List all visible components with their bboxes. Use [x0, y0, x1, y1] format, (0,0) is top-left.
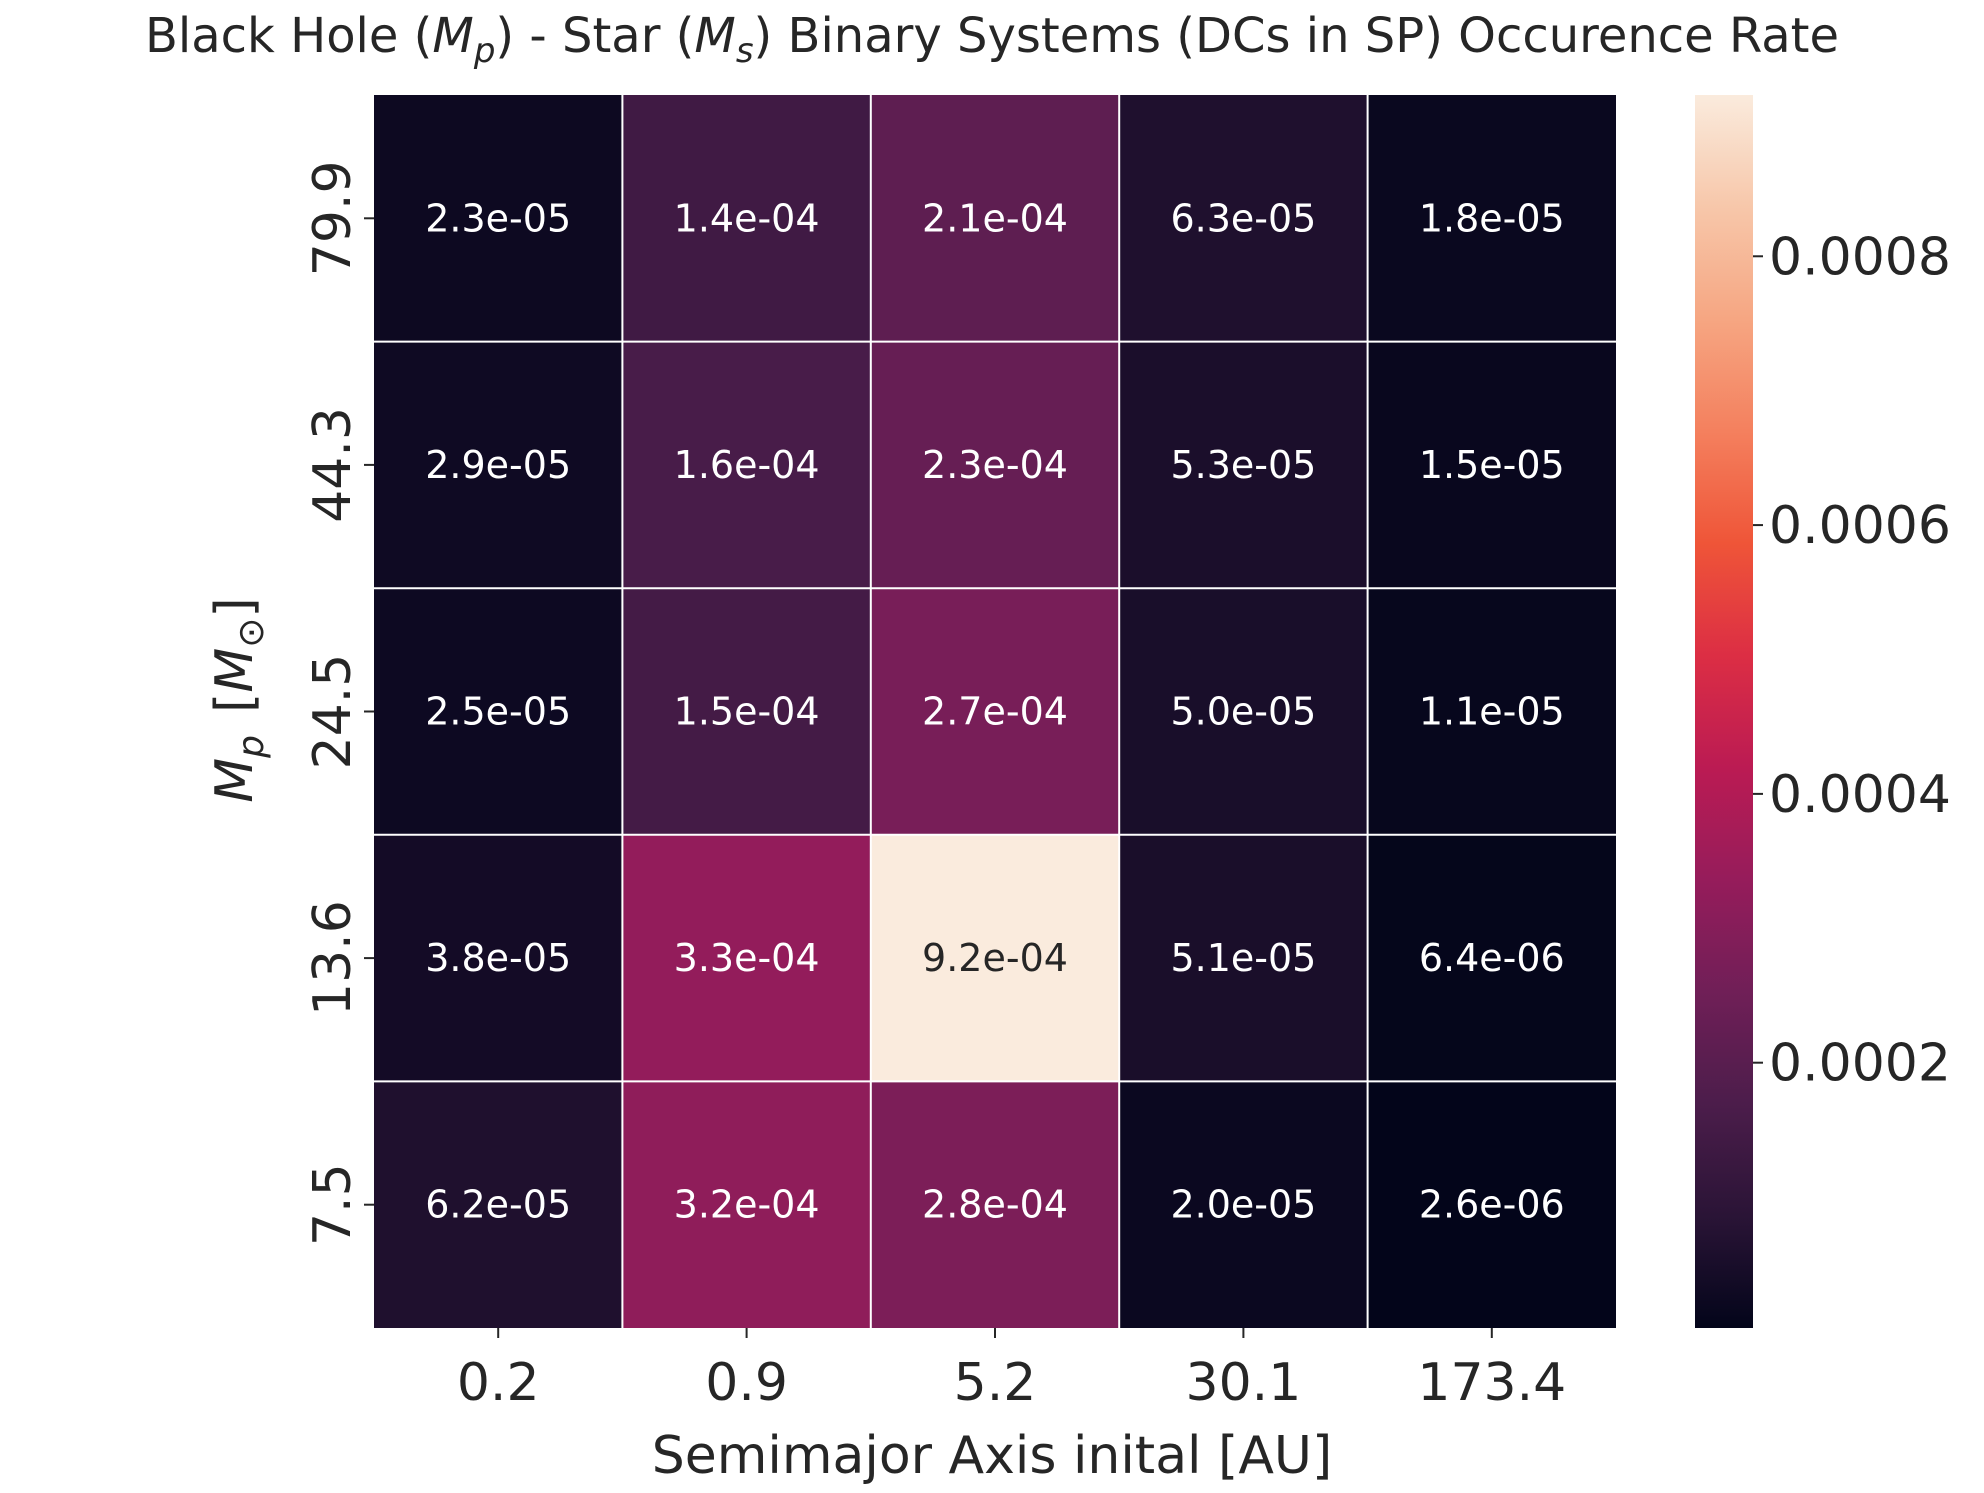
- colorbar-tick-label: 0.0006: [1769, 496, 1951, 556]
- colorbar-tick-label: 0.0004: [1769, 765, 1951, 825]
- cell-value-label: 6.2e-05: [425, 1183, 571, 1227]
- y-axis-label: Mp[M⊙]: [205, 597, 272, 802]
- cell-value-label: 1.5e-04: [674, 690, 820, 734]
- cell-annotations: 2.3e-05 1.4e-04 2.1e-04 6.3e-05 1.8e-05 2.9e-…: [425, 196, 1564, 1226]
- heatmap-cell: [374, 341, 623, 589]
- heatmap-cell: [870, 834, 1120, 1082]
- y-tick-label: 24.5: [303, 654, 363, 770]
- heatmap-cell: [374, 95, 623, 342]
- cell-value-label: 2.3e-04: [922, 443, 1068, 487]
- cell-value-label: 9.2e-04: [922, 936, 1068, 980]
- heatmap-cell: [374, 588, 623, 835]
- colorbar-tick-label: 0.0008: [1769, 227, 1951, 287]
- heatmap-cell: [622, 341, 871, 589]
- cell-value-label: 1.4e-04: [674, 196, 820, 240]
- y-tick-label: 44.3: [303, 407, 363, 523]
- cell-value-label: 6.4e-06: [1419, 936, 1565, 980]
- heatmap-cell: [1119, 341, 1368, 589]
- cell-value-label: 5.0e-05: [1170, 690, 1316, 734]
- x-tick-label: 5.2: [954, 1353, 1037, 1413]
- heatmap-cell: [870, 95, 1120, 342]
- heatmap-cell: [622, 588, 871, 835]
- heatmap-cell: [1119, 834, 1368, 1082]
- cell-value-label: 1.6e-04: [674, 443, 820, 487]
- cell-value-label: 1.1e-05: [1419, 690, 1565, 734]
- cell-value-label: 2.0e-05: [1170, 1183, 1316, 1227]
- heatmap-cell: [870, 588, 1120, 835]
- cell-value-label: 1.8e-05: [1419, 196, 1565, 240]
- colorbar-tick-label: 0.0002: [1769, 1034, 1951, 1094]
- y-tick-label: 79.9: [303, 160, 363, 276]
- cell-value-label: 2.1e-04: [922, 196, 1068, 240]
- heatmap-cell: [1367, 1081, 1616, 1328]
- heatmap-cell: [622, 95, 871, 342]
- x-tick-label: 0.2: [457, 1353, 540, 1413]
- heatmap-cell: [1367, 834, 1616, 1082]
- y-tick-label: 7.5: [303, 1163, 363, 1246]
- heatmap-cell: [1367, 95, 1616, 342]
- cell-value-label: 2.5e-05: [425, 690, 571, 734]
- x-axis-label: Semimajor Axis inital [AU]: [652, 1426, 1333, 1486]
- x-tick-label: 0.9: [705, 1353, 788, 1413]
- cell-grid-lines: [374, 95, 1616, 1328]
- cell-value-label: 2.9e-05: [425, 443, 571, 487]
- cell-value-label: 5.3e-05: [1170, 443, 1316, 487]
- heatmap-cell: [870, 341, 1120, 589]
- colorbar: [1695, 95, 1753, 1328]
- chart-title: Black Hole (Mp) - Star (Ms) Binary Syste…: [145, 8, 1839, 71]
- cell-value-label: 2.8e-04: [922, 1183, 1068, 1227]
- heatmap-cell: [374, 834, 623, 1082]
- x-tick-label: 173.4: [1417, 1353, 1566, 1413]
- cell-value-label: 1.5e-05: [1419, 443, 1565, 487]
- heatmap-cell: [1119, 1081, 1368, 1328]
- cell-value-label: 2.3e-05: [425, 196, 571, 240]
- cell-value-label: 3.2e-04: [674, 1183, 820, 1227]
- cell-value-label: 2.6e-06: [1419, 1183, 1565, 1227]
- y-axis: 79.9 44.3 24.5 13.6 7.5: [303, 160, 374, 1246]
- cell-value-label: 2.7e-04: [922, 690, 1068, 734]
- cell-value-label: 3.8e-05: [425, 936, 571, 980]
- heatmap-cell: [1119, 95, 1368, 342]
- x-tick-label: 30.1: [1186, 1353, 1302, 1413]
- cell-value-label: 3.3e-04: [674, 936, 820, 980]
- x-axis: 0.2 0.9 5.2 30.1 173.4: [457, 1328, 1566, 1413]
- y-tick-label: 13.6: [303, 900, 363, 1016]
- colorbar-ticks: 0.0002 0.0004 0.0006 0.0008: [1753, 227, 1951, 1094]
- heatmap-cells: [374, 95, 1616, 1328]
- heatmap-cell: [374, 1081, 623, 1328]
- cell-value-label: 6.3e-05: [1170, 196, 1316, 240]
- heatmap-cell: [870, 1081, 1120, 1328]
- heatmap-cell: [1367, 588, 1616, 835]
- heatmap-cell: [1367, 341, 1616, 589]
- heatmap-cell: [622, 1081, 871, 1328]
- heatmap-cell: [1119, 588, 1368, 835]
- heatmap-cell: [622, 834, 871, 1082]
- cell-value-label: 5.1e-05: [1170, 936, 1316, 980]
